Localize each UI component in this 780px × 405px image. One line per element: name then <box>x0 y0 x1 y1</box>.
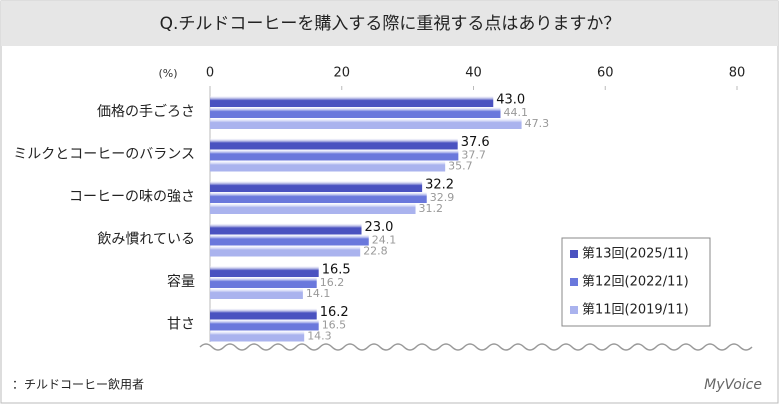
value-label: 32.9 <box>430 191 455 204</box>
legend-label: 第13回(2025/11) <box>582 247 689 262</box>
value-label: 14.3 <box>307 330 332 343</box>
category-label: ミルクとコーヒーのバランス <box>13 147 195 163</box>
bar <box>210 234 369 246</box>
bar <box>210 192 427 203</box>
bar <box>210 203 416 214</box>
bar <box>210 138 458 150</box>
value-label: 22.8 <box>363 245 388 258</box>
x-tick-label: 80 <box>729 66 746 81</box>
value-label: 44.1 <box>504 106 529 119</box>
bar <box>210 288 303 299</box>
axis-break <box>199 343 753 351</box>
category-label: 飲み慣れている <box>97 231 195 248</box>
x-axis-label: (%) <box>158 67 177 80</box>
legend-label: 第12回(2022/11) <box>582 275 689 290</box>
bar <box>210 266 319 277</box>
value-label: 35.7 <box>448 160 473 173</box>
bar <box>210 223 362 235</box>
chart-title: Q.チルドコーヒーを購入する際に重視する点はありますか？ <box>160 14 621 34</box>
category-label: 容量 <box>167 273 195 290</box>
bar <box>210 118 522 129</box>
legend-box <box>561 237 711 327</box>
value-label: 32.2 <box>425 178 454 193</box>
category-label: コーヒーの味の強さ <box>69 189 195 205</box>
bar <box>210 181 423 192</box>
bar <box>210 107 501 118</box>
value-label: 37.6 <box>461 135 490 150</box>
bar <box>210 245 361 257</box>
x-tick-label: 60 <box>597 66 614 81</box>
title-bar <box>1 1 778 46</box>
value-label: 16.5 <box>322 263 351 278</box>
value-label: 24.1 <box>372 234 397 247</box>
legend-swatch <box>570 250 578 258</box>
bar <box>210 149 459 161</box>
legend-swatch <box>570 306 578 314</box>
value-label: 47.3 <box>525 117 550 130</box>
value-label: 43.0 <box>496 93 525 108</box>
note: ：チルドコーヒー飲用者 <box>12 377 144 392</box>
bar <box>210 319 319 331</box>
category-label: 甘さ <box>167 317 195 333</box>
x-tick-label: 20 <box>333 66 350 81</box>
value-label: 37.7 <box>461 149 486 162</box>
bar <box>210 330 305 342</box>
value-label: 23.0 <box>365 220 394 235</box>
x-tick-label: 40 <box>465 66 482 81</box>
bar <box>210 277 317 288</box>
bar <box>210 308 317 320</box>
value-label: 16.2 <box>320 276 345 289</box>
value-label: 31.2 <box>419 202 444 215</box>
bar <box>210 160 446 172</box>
legend-label: 第11回(2019/11) <box>582 303 689 318</box>
category-label: 価格の手ごろさ <box>97 104 195 120</box>
legend-swatch <box>570 278 578 286</box>
brand: MyVoice <box>704 377 762 393</box>
value-label: 16.2 <box>320 305 349 320</box>
value-label: 16.5 <box>322 319 347 332</box>
bar <box>210 96 494 107</box>
value-label: 14.1 <box>306 287 331 300</box>
x-tick-label: 0 <box>206 66 214 81</box>
